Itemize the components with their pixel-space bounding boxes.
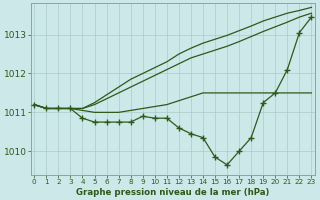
X-axis label: Graphe pression niveau de la mer (hPa): Graphe pression niveau de la mer (hPa) <box>76 188 269 197</box>
